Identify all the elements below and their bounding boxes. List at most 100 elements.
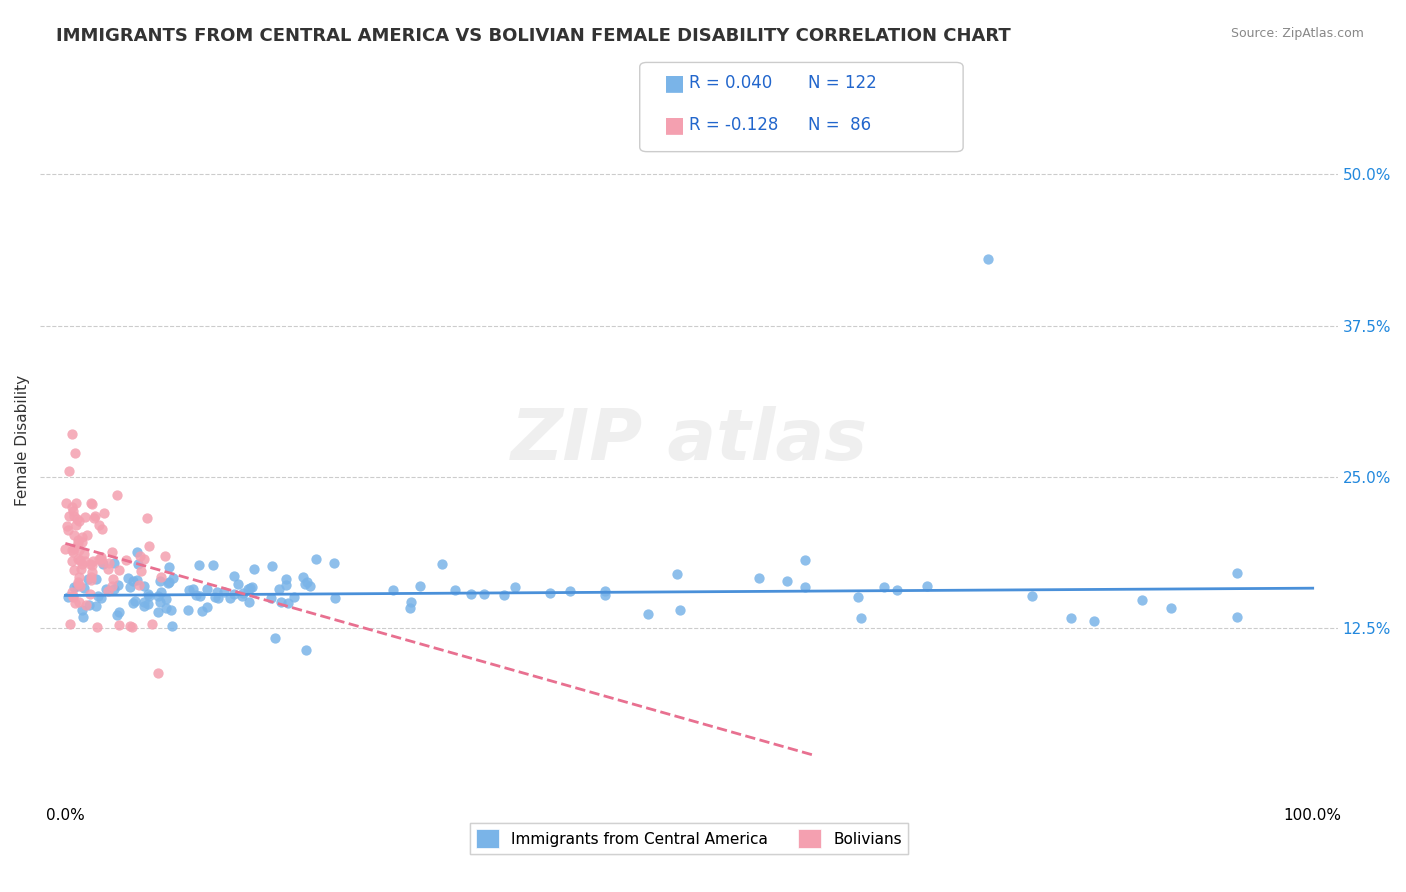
Point [239,581,262,595]
Point [184,588,207,602]
Point [107,578,129,592]
Point [79,574,101,588]
Point [83,508,105,523]
Point [58,464,80,478]
Point [277,596,299,610]
Point [157,574,180,589]
Point [103,556,125,570]
Point [121,620,143,634]
Point [177,603,200,617]
Point [65,517,87,532]
Point [108,617,131,632]
Point [97,562,120,576]
Point [69,553,91,567]
Point [242,562,264,576]
Point [593,584,616,599]
Point [1059,610,1081,624]
Point [67,577,90,591]
Point [132,595,155,609]
Point [69,562,91,576]
Point [98,557,121,571]
Point [292,570,315,584]
Point [67,595,90,609]
Point [141,616,163,631]
Point [63,528,86,542]
Point [238,595,260,609]
Point [283,590,305,604]
Point [108,563,131,577]
Point [595,589,617,603]
Point [101,572,124,586]
Point [69,543,91,558]
Point [73,581,96,595]
Point [62,500,84,514]
Point [84,599,107,613]
Point [294,576,316,591]
Point [108,605,131,619]
Point [75,554,97,568]
Point [191,604,214,618]
Point [148,605,170,619]
Point [430,557,453,571]
Point [1226,609,1249,624]
Point [238,582,260,597]
Point [460,587,482,601]
Point [231,589,253,603]
Point [793,553,815,567]
Point [75,598,97,612]
Text: R = -0.128: R = -0.128 [689,116,779,134]
Point [1226,566,1249,580]
Point [222,568,245,582]
Point [79,557,101,571]
Point [67,570,90,584]
Point [159,603,181,617]
Point [65,512,87,526]
Point [91,558,114,572]
Point [56,519,79,533]
Point [157,559,180,574]
Point [155,549,177,563]
Point [205,585,228,599]
Point [305,552,328,566]
Point [162,571,184,585]
Point [503,580,526,594]
Point [136,597,159,611]
Point [60,554,83,568]
Point [77,572,100,586]
Point [87,589,110,603]
Point [120,580,142,594]
Point [637,607,659,622]
Point [55,541,77,556]
Point [69,579,91,593]
Point [58,508,80,523]
Point [120,619,142,633]
Point [188,589,211,603]
Point [65,496,87,510]
Point [669,602,692,616]
Point [70,557,93,571]
Point [80,496,103,510]
Point [204,590,226,604]
Point [408,579,430,593]
Point [560,583,582,598]
Point [1083,614,1105,628]
Point [90,550,112,565]
Point [323,591,346,606]
Point [127,557,149,571]
Point [122,596,145,610]
Point [872,580,894,594]
Point [177,583,200,598]
Point [472,587,495,601]
Text: N =  86: N = 86 [808,116,872,134]
Point [381,583,404,598]
Point [72,530,94,544]
Point [90,591,112,606]
Point [97,584,120,599]
Point [748,571,770,585]
Text: R = 0.040: R = 0.040 [689,74,772,92]
Point [274,578,297,592]
Point [160,619,183,633]
Point [270,595,292,609]
Point [262,559,284,574]
Point [80,558,103,573]
